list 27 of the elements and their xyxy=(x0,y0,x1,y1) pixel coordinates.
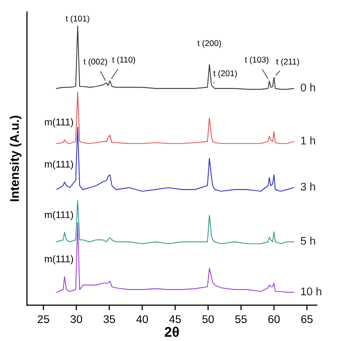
series-label: 5 h xyxy=(300,236,316,245)
x-axis-title: 2θ xyxy=(164,326,179,337)
y-axis-title: Intensity (A.u.) xyxy=(10,116,22,202)
annotation: m(111) xyxy=(44,160,74,170)
annotation: t (211) xyxy=(276,58,300,66)
annotation: m(111) xyxy=(44,118,74,128)
annotation: t (103) xyxy=(244,56,268,64)
x-tick-label: 50 xyxy=(202,315,214,324)
series-label: 10 h xyxy=(301,287,322,296)
series-label: 3 h xyxy=(300,182,316,191)
annotation: t (101) xyxy=(66,15,90,24)
annotation: t (110) xyxy=(112,56,136,64)
annotation: m(111) xyxy=(44,255,74,264)
annotation: m(111) xyxy=(44,211,74,220)
x-tick-label: 30 xyxy=(70,315,82,324)
x-tick-label: 40 xyxy=(136,315,148,324)
x-tick-label: 25 xyxy=(38,315,50,324)
x-tick-label: 55 xyxy=(235,315,247,324)
x-tick-label: 65 xyxy=(301,315,313,324)
annotation: t (201) xyxy=(213,70,237,78)
annotation: t (002) xyxy=(84,58,108,66)
x-tick-label: 60 xyxy=(268,315,280,324)
x-tick-label: 35 xyxy=(104,315,116,324)
series-label: 1 h xyxy=(301,136,316,144)
x-tick-label: 45 xyxy=(169,315,181,324)
series-label: 0 h xyxy=(300,83,316,92)
annotation: t (200) xyxy=(198,40,221,48)
